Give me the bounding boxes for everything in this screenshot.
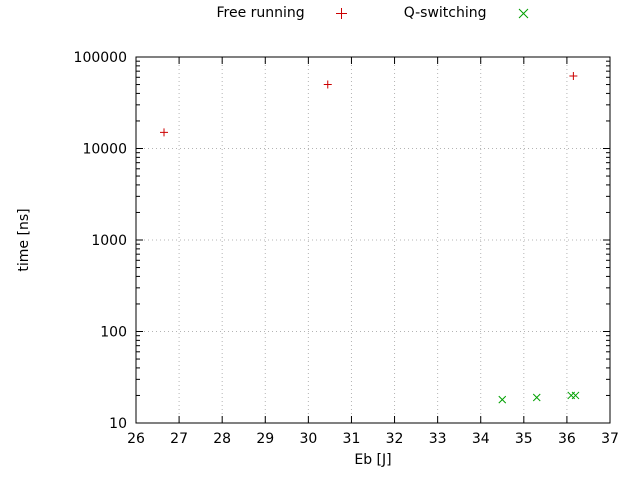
x-tick-label: 34 xyxy=(472,431,490,447)
x-tick-label: 35 xyxy=(515,431,533,447)
chart-legend: Free running Q-switching xyxy=(136,5,610,21)
legend-label-q-switching: Q-switching xyxy=(403,5,487,21)
y-tick-label: 10000 xyxy=(82,142,127,158)
plus-marker-icon xyxy=(335,7,348,20)
plus-marker-path xyxy=(335,7,347,19)
legend-label-free-running: Free running xyxy=(216,5,305,21)
cross-marker-path xyxy=(518,8,528,18)
data-point-free-running xyxy=(323,80,332,89)
data-point-q-switching xyxy=(532,393,541,402)
x-tick-label: 29 xyxy=(256,431,274,447)
x-tick-label: 27 xyxy=(170,431,188,447)
y-tick-label: 100000 xyxy=(74,50,127,66)
x-tick-label: 28 xyxy=(213,431,231,447)
y-tick-label: 1000 xyxy=(91,233,127,249)
x-axis-label: Eb [J] xyxy=(354,452,392,468)
x-tick-label: 33 xyxy=(429,431,447,447)
x-tick-label: 32 xyxy=(386,431,404,447)
legend-item-free-running: Free running xyxy=(217,5,348,21)
legend-item-q-switching: Q-switching xyxy=(404,5,530,21)
x-tick-label: 26 xyxy=(127,431,145,447)
cross-marker-icon xyxy=(517,7,530,20)
data-point-q-switching xyxy=(571,391,580,400)
y-tick-label: 10 xyxy=(109,416,127,432)
data-point-q-switching xyxy=(498,395,507,404)
x-tick-label: 37 xyxy=(601,431,619,447)
x-tick-label: 31 xyxy=(343,431,361,447)
x-tick-label: 30 xyxy=(299,431,317,447)
y-tick-label: 100 xyxy=(100,325,127,341)
data-point-free-running xyxy=(569,71,578,80)
x-tick-label: 36 xyxy=(558,431,576,447)
data-point-free-running xyxy=(160,128,169,137)
